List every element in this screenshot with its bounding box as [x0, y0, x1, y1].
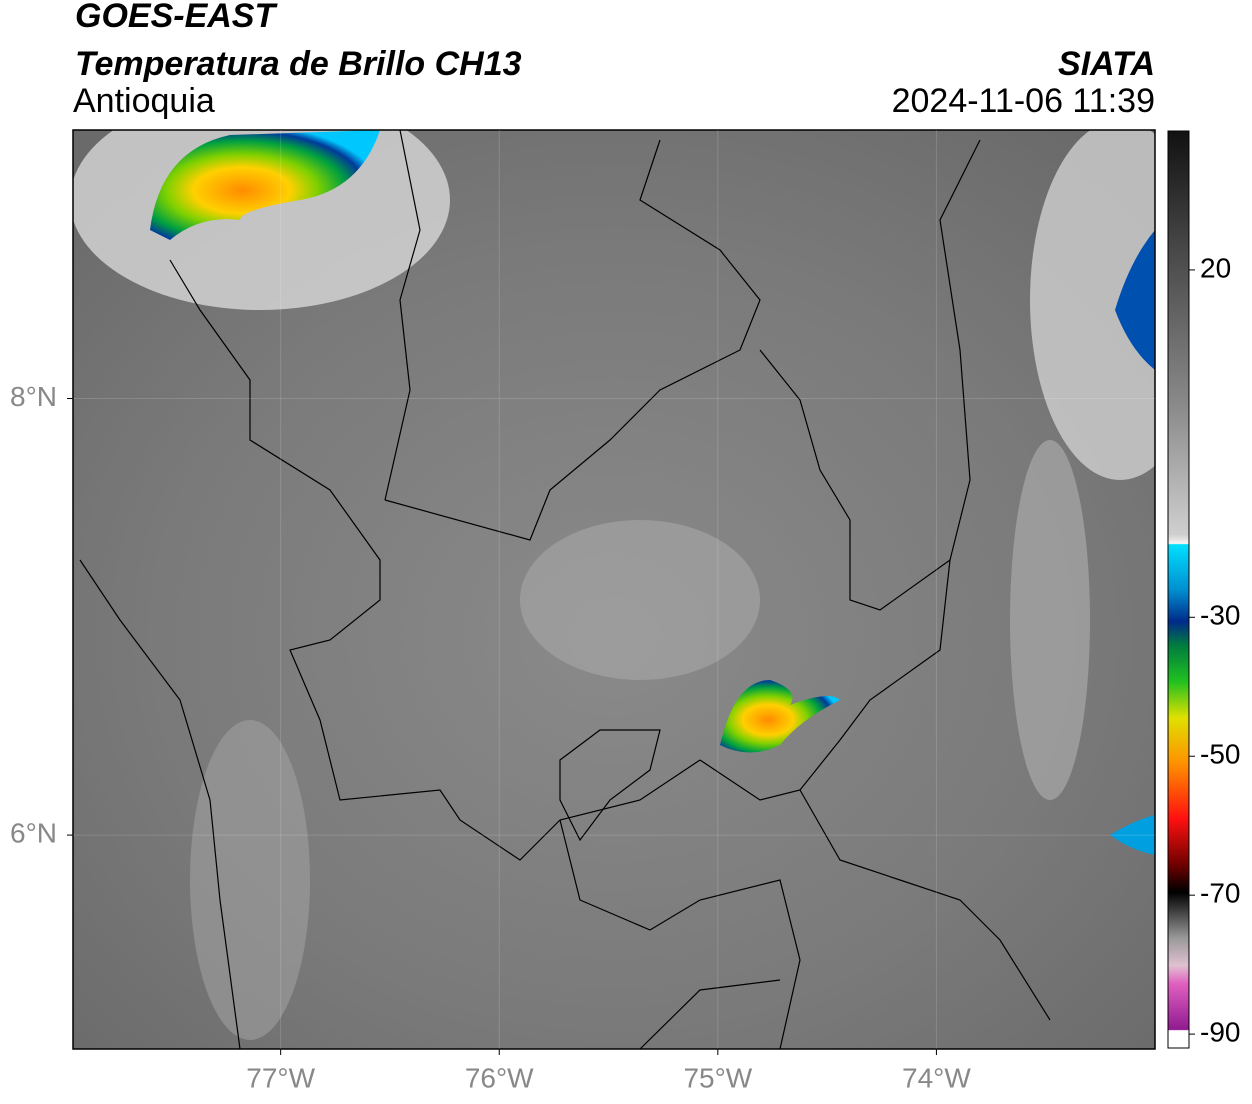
y-tick-label: 6°N: [10, 817, 57, 848]
colorbar-tick-label: -70: [1200, 878, 1240, 909]
imagery: [73, 130, 1155, 1049]
x-tick-label: 75°W: [683, 1062, 752, 1093]
source: SIATA: [1058, 45, 1155, 83]
x-tick-label: 77°W: [246, 1062, 315, 1093]
x-tick-label: 74°W: [902, 1062, 971, 1093]
title: Temperatura de Brillo CH13: [75, 45, 522, 83]
map-frame: [72, 129, 1156, 1050]
colorbar-tick-label: -30: [1200, 600, 1240, 631]
datetime: 2024-11-06 11:39: [892, 82, 1155, 120]
x-tick-label: 76°W: [465, 1062, 534, 1093]
region: Antioquia: [73, 82, 215, 120]
colorbar: [1167, 130, 1190, 1049]
colorbar-tick-label: -50: [1200, 739, 1240, 770]
satellite: GOES-EAST: [75, 0, 278, 35]
colorbar-tick-label: -90: [1200, 1016, 1240, 1047]
colorbar-tick-label: 20: [1200, 252, 1231, 283]
y-tick-label: 8°N: [10, 381, 57, 412]
